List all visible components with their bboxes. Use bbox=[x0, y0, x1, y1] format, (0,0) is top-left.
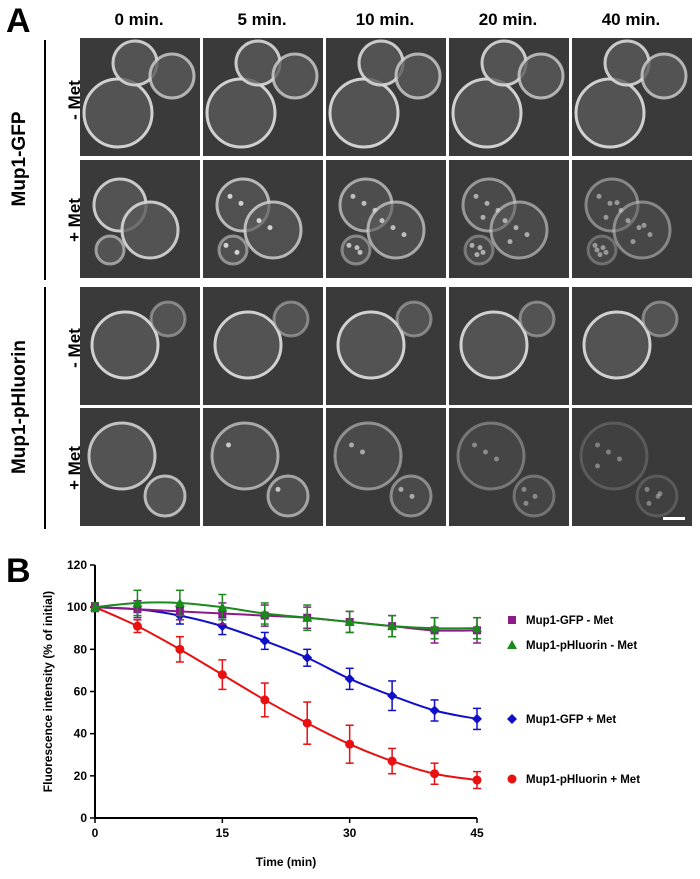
series-3-point-3 bbox=[217, 670, 227, 680]
y-tick-label-0: 0 bbox=[80, 811, 87, 825]
time-header-3: 20 min. bbox=[478, 10, 538, 29]
series-1-point-5 bbox=[302, 612, 313, 622]
y-tick-label-1: 20 bbox=[74, 769, 88, 783]
series-2-point-5 bbox=[302, 652, 313, 663]
legend-marker-2 bbox=[507, 714, 517, 724]
series-3-point-5 bbox=[302, 718, 312, 728]
group-bracket-gfp bbox=[44, 40, 46, 280]
series-0 bbox=[91, 600, 481, 644]
x-axis-label: Time (min) bbox=[256, 855, 316, 869]
micrograph-r1-c3 bbox=[449, 160, 569, 278]
micrograph-r0-c1 bbox=[203, 38, 323, 156]
series-2-point-4 bbox=[259, 635, 270, 646]
series-1 bbox=[90, 589, 482, 640]
micrograph-r1-c4 bbox=[572, 160, 692, 278]
y-tick-label-4: 80 bbox=[74, 642, 88, 656]
legend-label-1: Mup1-pHluorin - Met bbox=[526, 640, 637, 652]
series-2-point-8 bbox=[429, 705, 440, 716]
series-2-point-3 bbox=[217, 621, 228, 632]
series-2-line bbox=[94, 606, 478, 720]
series-2 bbox=[90, 600, 482, 731]
series-1-point-7 bbox=[387, 621, 398, 631]
micrograph-r1-c1 bbox=[203, 160, 323, 278]
group-label-phluorin: Mup1-pHluorin bbox=[9, 339, 30, 475]
micrograph-r0-c0 bbox=[80, 38, 200, 156]
series-3-point-4 bbox=[260, 695, 270, 705]
legend-marker-1 bbox=[507, 640, 517, 649]
x-tick-label-2: 30 bbox=[343, 826, 357, 840]
time-header-1: 5 min. bbox=[237, 10, 287, 29]
time-header-4: 40 min. bbox=[601, 10, 661, 29]
y-tick-label-2: 40 bbox=[74, 727, 88, 741]
legend-marker-3 bbox=[507, 774, 517, 784]
legend-label-3: Mup1-pHluorin + Met bbox=[526, 774, 640, 786]
series-3-point-6 bbox=[345, 739, 355, 749]
series-2-point-6 bbox=[344, 673, 355, 684]
series-2-point-7 bbox=[387, 690, 398, 701]
scale-bar bbox=[663, 517, 685, 520]
micrograph-r0-c4 bbox=[572, 38, 692, 156]
y-tick-label-6: 120 bbox=[67, 558, 87, 572]
series-3 bbox=[90, 602, 482, 790]
series-1-point-1 bbox=[132, 597, 143, 607]
series-1-point-3 bbox=[217, 602, 228, 612]
y-tick-label-3: 60 bbox=[74, 685, 88, 699]
series-1-line bbox=[94, 601, 478, 630]
panel-a-label: A bbox=[6, 2, 31, 40]
micrograph-r3-c4 bbox=[572, 408, 692, 526]
y-tick-label-5: 100 bbox=[67, 600, 87, 614]
panel-b-label: B bbox=[6, 552, 31, 590]
micrograph-r3-c1 bbox=[203, 408, 323, 526]
time-header-0: 0 min. bbox=[114, 10, 164, 29]
legend-marker-0 bbox=[508, 616, 516, 624]
micrograph-r3-c0 bbox=[80, 408, 200, 526]
y-axis-label: Fluorescence intensity (% of initial) bbox=[41, 591, 55, 792]
micrograph-r2-c0 bbox=[80, 287, 200, 405]
fluorescence-chart: 0 20 40 60 80 100 120 0 15 30 45 Time (min) Fluoresc… bbox=[41, 558, 640, 869]
series-3-point-7 bbox=[387, 756, 397, 766]
micrograph-r2-c1 bbox=[203, 287, 323, 405]
series-3-point-1 bbox=[132, 621, 142, 631]
series-3-point-8 bbox=[430, 769, 440, 779]
micrograph-r0-c3 bbox=[449, 38, 569, 156]
micrograph-r1-c2 bbox=[326, 160, 446, 278]
legend-label-2: Mup1-GFP + Met bbox=[526, 714, 616, 726]
micrograph-r0-c2 bbox=[326, 38, 446, 156]
series-1-point-6 bbox=[344, 616, 355, 626]
micrograph-r1-c0 bbox=[80, 160, 200, 278]
series-1-point-4 bbox=[259, 608, 270, 618]
micrograph-r2-c3 bbox=[449, 287, 569, 405]
series-1-point-8 bbox=[429, 623, 440, 633]
series-1-point-0 bbox=[90, 602, 100, 612]
micrograph-r3-c2 bbox=[326, 408, 446, 526]
series-3-point-2 bbox=[175, 644, 185, 654]
x-tick-label-1: 15 bbox=[216, 826, 230, 840]
group-label-gfp: Mup1-GFP bbox=[9, 111, 30, 207]
series-2-point-9 bbox=[472, 713, 482, 724]
micrograph-r3-c3 bbox=[449, 408, 569, 526]
micrograph-r2-c2 bbox=[326, 287, 446, 405]
micrograph-r2-c4 bbox=[572, 287, 692, 405]
series-3-point-9 bbox=[472, 775, 482, 785]
series-1-point-9 bbox=[472, 623, 482, 633]
time-header-2: 10 min. bbox=[355, 10, 415, 29]
x-tick-label-3: 45 bbox=[470, 826, 484, 840]
legend-label-0: Mup1-GFP - Met bbox=[526, 615, 613, 627]
group-bracket-phluorin bbox=[44, 287, 46, 529]
x-tick-label-0: 0 bbox=[92, 826, 99, 840]
series-3-line bbox=[94, 606, 478, 782]
series-1-point-2 bbox=[174, 597, 185, 607]
